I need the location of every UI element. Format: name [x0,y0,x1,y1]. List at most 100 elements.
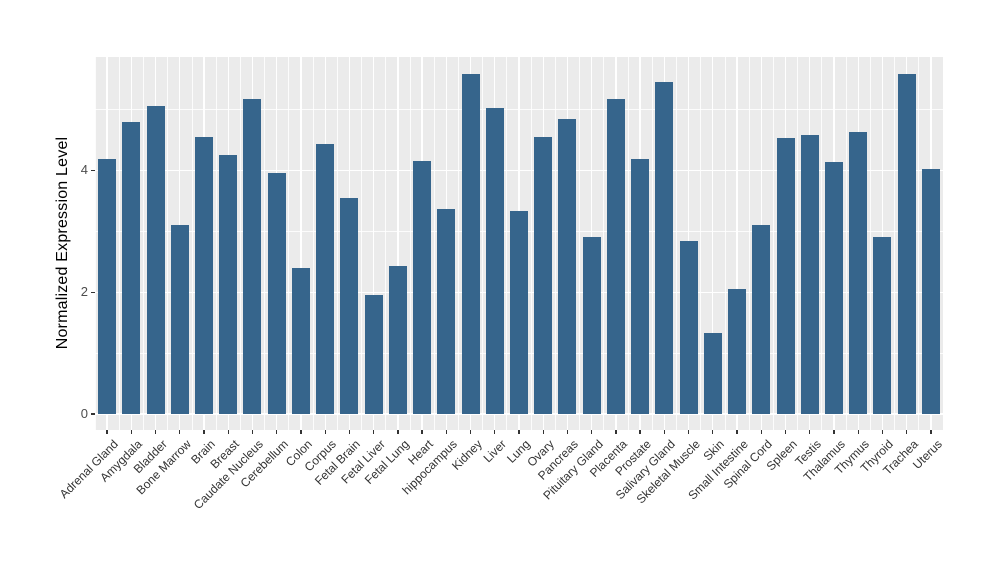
bar-kidney [461,74,480,414]
x-axis-tick [615,430,617,434]
v-minor-gridline [603,57,605,430]
x-axis-tick [179,430,181,434]
v-minor-gridline [118,57,120,430]
bar-adrenal-gland [98,158,117,414]
bar-bone-marrow [170,224,189,414]
x-axis-tick [930,430,932,434]
x-axis-tick [469,430,472,434]
x-axis-tick [857,430,859,434]
bar-small-intestine [728,288,747,414]
v-minor-gridline [821,57,823,430]
x-axis-tick [687,430,690,434]
bar-fetal-liver [364,295,383,414]
v-major-gridline [736,57,738,430]
x-axis-tick [421,430,423,434]
v-minor-gridline [530,57,532,430]
bar-testis [800,135,819,414]
v-minor-gridline [700,57,702,430]
v-minor-gridline [894,57,895,430]
bar-liver [485,108,504,414]
x-axis-tick [445,430,447,434]
x-axis-tick [833,430,835,434]
bar-ovary [534,136,553,414]
bar-bladder [146,106,165,414]
bar-salivary-gland [655,82,674,414]
bar-cerebellum [267,172,286,414]
bar-thalamus [824,161,843,414]
bar-heart [413,161,432,414]
v-major-gridline [372,57,375,430]
v-minor-gridline [506,57,508,430]
bar-prostate [631,159,650,414]
x-axis-tick [566,430,569,434]
x-axis-tick [154,430,157,434]
plot-panel [94,57,944,430]
v-minor-gridline [651,57,653,430]
v-minor-gridline [215,57,217,430]
bar-caudate-nucleus [243,99,262,414]
v-major-gridline [397,57,399,430]
x-axis-tick [251,430,254,434]
v-minor-gridline [361,57,362,430]
v-minor-gridline [143,57,144,430]
x-axis-tick [397,430,399,434]
v-minor-gridline [385,57,387,430]
v-minor-gridline [845,57,847,430]
v-minor-gridline [94,57,96,430]
v-minor-gridline [676,57,677,430]
x-axis-tick [881,430,884,434]
v-minor-gridline [264,57,265,430]
x-axis-tick [494,430,496,434]
v-minor-gridline [167,57,169,430]
v-minor-gridline [482,57,484,430]
v-minor-gridline [773,57,774,430]
v-minor-gridline [918,57,920,430]
v-minor-gridline [433,57,435,430]
v-major-gridline [300,57,302,430]
bar-brain [195,136,214,414]
v-minor-gridline [554,57,556,430]
v-minor-gridline [748,57,750,430]
bar-placenta [606,99,625,414]
bar-amygdala [122,122,141,414]
y-axis-tick [91,413,95,415]
y-axis-tick [91,291,95,293]
y-tick-label: 0 [80,406,88,421]
x-axis-tick [906,430,908,434]
bar-thyroid [873,236,892,414]
x-axis-tick [203,430,205,434]
bar-thymus [849,132,868,414]
x-axis-tick [760,430,762,434]
bar-skin [703,333,722,414]
bar-fetal-brain [340,198,359,414]
v-minor-gridline [869,57,871,430]
v-minor-gridline [409,57,411,430]
x-axis-tick [130,430,132,434]
v-major-gridline [712,57,714,430]
bar-pituitary-gland [582,236,601,414]
bar-spleen [776,138,795,414]
bar-hippocampus [437,209,456,414]
x-axis-tick [712,430,714,434]
bar-lung [510,210,528,414]
x-axis-tick [300,430,302,434]
v-minor-gridline [458,57,459,430]
x-axis-tick [324,430,326,434]
v-minor-gridline [191,57,193,430]
v-minor-gridline [797,57,799,430]
bar-pancreas [558,119,577,414]
v-minor-gridline [942,57,944,430]
v-minor-gridline [724,57,726,430]
x-axis-tick [591,430,593,434]
x-axis-tick [276,430,278,434]
x-tick-label: Liver [480,437,509,466]
bar-uterus [921,169,940,414]
x-axis-tick [809,430,811,434]
x-axis-tick [663,430,666,434]
v-minor-gridline [627,57,629,430]
v-minor-gridline [336,57,338,430]
x-axis-tick [227,430,229,434]
x-axis-tick [784,430,787,434]
x-axis-tick [736,430,738,434]
